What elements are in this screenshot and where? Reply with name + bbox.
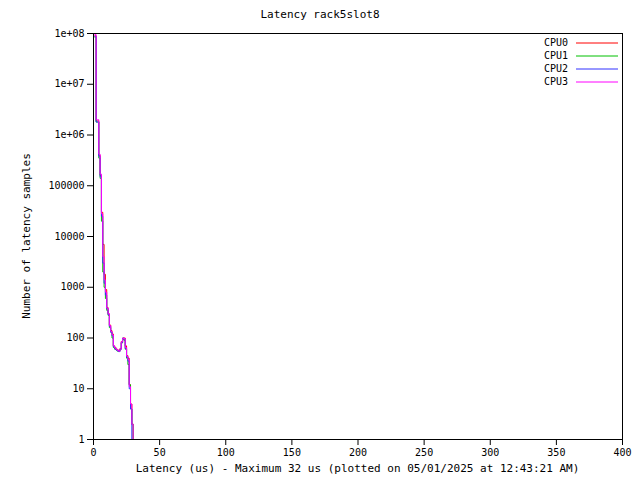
- svg-text:1000: 1000: [60, 281, 84, 292]
- svg-text:100: 100: [66, 332, 84, 343]
- html-text:CPU0: CPU0: [543, 37, 568, 48]
- svg-text:150: 150: [283, 447, 301, 458]
- html-text:Number of latency samples: Number of latency samples: [19, 153, 33, 319]
- svg-text:300: 300: [481, 447, 499, 458]
- svg-text:1e+07: 1e+07: [54, 78, 84, 89]
- svg-text:1e+06: 1e+06: [54, 129, 84, 140]
- html-text:CPU1: CPU1: [543, 50, 568, 61]
- html-text:CPU3: CPU3: [543, 76, 568, 87]
- svg-text:50: 50: [154, 447, 166, 458]
- svg-text:10000: 10000: [54, 231, 84, 242]
- svg-text:350: 350: [547, 447, 565, 458]
- html-text:Latency (us) - Maximum 32 us (: Latency (us) - Maximum 32 us (plotted on…: [135, 462, 580, 475]
- svg-text:400: 400: [613, 447, 631, 458]
- svg-text:100000: 100000: [48, 180, 84, 191]
- svg-text:250: 250: [415, 447, 433, 458]
- svg-text:10: 10: [72, 383, 84, 394]
- html-text:Latency rack5slot8: Latency rack5slot8: [260, 8, 380, 21]
- svg-text:0: 0: [90, 447, 96, 458]
- html-text:CPU2: CPU2: [543, 63, 568, 74]
- svg-text:100: 100: [217, 447, 235, 458]
- svg-text:1: 1: [78, 434, 84, 445]
- svg-text:1e+08: 1e+08: [54, 28, 84, 39]
- svg-text:200: 200: [349, 447, 367, 458]
